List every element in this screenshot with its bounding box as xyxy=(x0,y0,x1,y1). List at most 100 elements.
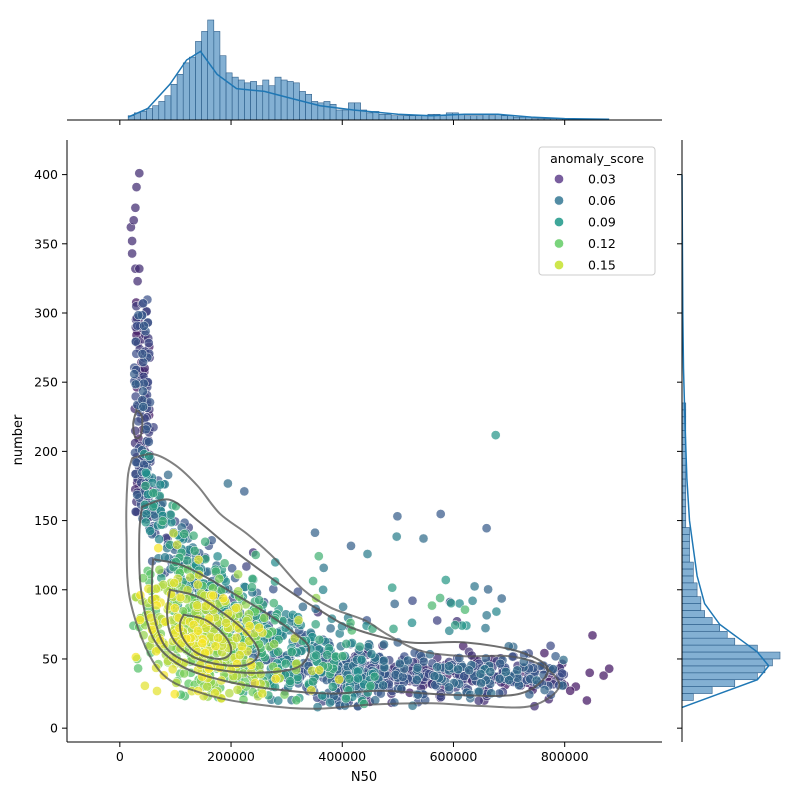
marginal-y-bar xyxy=(681,541,690,549)
scatter-point xyxy=(247,574,258,584)
marginal-x-bar xyxy=(189,56,196,121)
marginal-y-bar xyxy=(681,506,687,514)
scatter-point xyxy=(138,386,148,397)
scatter-point xyxy=(134,263,145,274)
legend-marker xyxy=(554,195,564,206)
scatter-point xyxy=(312,702,323,712)
marginal-y-bar xyxy=(681,499,687,508)
marginal-y-bar xyxy=(681,457,687,466)
scatter-point xyxy=(193,554,204,565)
marginal-x-bar xyxy=(164,95,172,121)
scatter-point xyxy=(394,658,405,669)
scatter-point xyxy=(435,509,446,519)
marginal-x-bar xyxy=(421,115,429,121)
y-tick-label: 300 xyxy=(34,305,58,320)
marginal-x-bar xyxy=(470,115,478,121)
x-tick-label: 400000 xyxy=(318,749,366,764)
marginal-x-bar xyxy=(305,93,312,121)
marginal-x-bar xyxy=(237,79,245,121)
scatter-point xyxy=(495,658,506,669)
scatter-point xyxy=(185,572,196,583)
scatter-point xyxy=(208,590,219,601)
scatter-point xyxy=(334,674,344,685)
scatter-point xyxy=(412,662,423,673)
scatter-point xyxy=(291,695,302,706)
scatter-point xyxy=(154,534,164,545)
scatter-point xyxy=(407,617,417,628)
marginal-y-bar xyxy=(681,658,773,667)
y-tick-label: 0 xyxy=(50,721,58,736)
scatter-point xyxy=(138,357,148,368)
y-tick-label: 150 xyxy=(34,513,58,528)
scatter-point xyxy=(270,674,281,684)
scatter-point xyxy=(163,470,173,480)
scatter-point xyxy=(512,665,523,676)
marginal-x-bar xyxy=(225,72,233,121)
scatter-point xyxy=(141,509,152,520)
marginal-x-bar xyxy=(274,76,282,121)
scatter-point xyxy=(234,650,245,660)
scatter-point xyxy=(432,615,443,626)
scatter-point xyxy=(353,673,363,684)
scatter-point xyxy=(378,680,389,691)
marginal-y-bar xyxy=(681,478,687,487)
scatter-point xyxy=(307,676,318,687)
scatter-point xyxy=(450,620,461,630)
scatter-point xyxy=(280,658,291,669)
scatter-point xyxy=(143,583,154,594)
marginal-y-bar xyxy=(681,554,690,563)
marginal-x-bar xyxy=(182,62,190,121)
marginal-x-bar xyxy=(390,115,398,121)
scatter-point xyxy=(254,622,265,633)
main-axes: 0 200000 400000 600000 800000 0 50 100 150 200 250… xyxy=(34,140,662,764)
scatter-point xyxy=(128,215,139,226)
scatter-point xyxy=(188,530,199,541)
marginal-x-bar xyxy=(409,115,416,121)
scatter-point xyxy=(322,650,333,660)
kde-contour-line xyxy=(138,498,550,697)
scatter-point xyxy=(341,639,352,649)
scatter-point xyxy=(131,652,141,662)
scatter-point xyxy=(411,675,422,685)
scatter-point xyxy=(255,669,266,679)
scatter-point xyxy=(179,529,190,539)
y-tick-label: 250 xyxy=(34,375,58,390)
scatter-point xyxy=(130,379,141,390)
scatter-point xyxy=(237,641,247,652)
marginal-y-bar xyxy=(681,471,687,480)
legend-marker xyxy=(554,260,564,270)
scatter-point xyxy=(325,697,335,708)
marginal-y-bar xyxy=(681,561,694,570)
scatter-point xyxy=(254,595,264,606)
scatter-point xyxy=(446,598,456,609)
scatter-point xyxy=(172,539,183,550)
scatter-point xyxy=(496,593,507,604)
scatter-point xyxy=(192,600,202,611)
scatter-point xyxy=(286,647,297,657)
marginal-y-bar xyxy=(681,637,736,646)
scatter-point xyxy=(140,680,150,691)
x-tick-label: 200000 xyxy=(207,749,255,764)
scatter-point xyxy=(157,516,168,526)
scatter-point xyxy=(558,655,569,665)
marginal-x-bar xyxy=(268,85,276,121)
legend-entries: 0.03 0.06 0.09 0.12 0.15 xyxy=(554,172,616,273)
scatter-point xyxy=(219,558,230,569)
marginal-y-bar xyxy=(681,651,781,660)
scatter-point xyxy=(231,632,242,643)
scatter-point xyxy=(250,550,261,560)
scatter-point xyxy=(213,633,223,643)
legend-label: 0.03 xyxy=(588,172,616,187)
marginal-y-bar xyxy=(681,665,766,674)
scatter-point xyxy=(565,685,576,696)
scatter-point xyxy=(346,541,356,551)
scatter-point xyxy=(491,606,502,617)
marginal-x-bar xyxy=(397,115,404,121)
x-tick-label: 0 xyxy=(116,749,124,764)
scatter-point xyxy=(490,430,501,440)
scatter-point xyxy=(130,425,141,436)
marginal-x-bar xyxy=(439,115,447,121)
legend-title: anomaly_score xyxy=(550,151,644,166)
scatter-point xyxy=(127,248,137,259)
